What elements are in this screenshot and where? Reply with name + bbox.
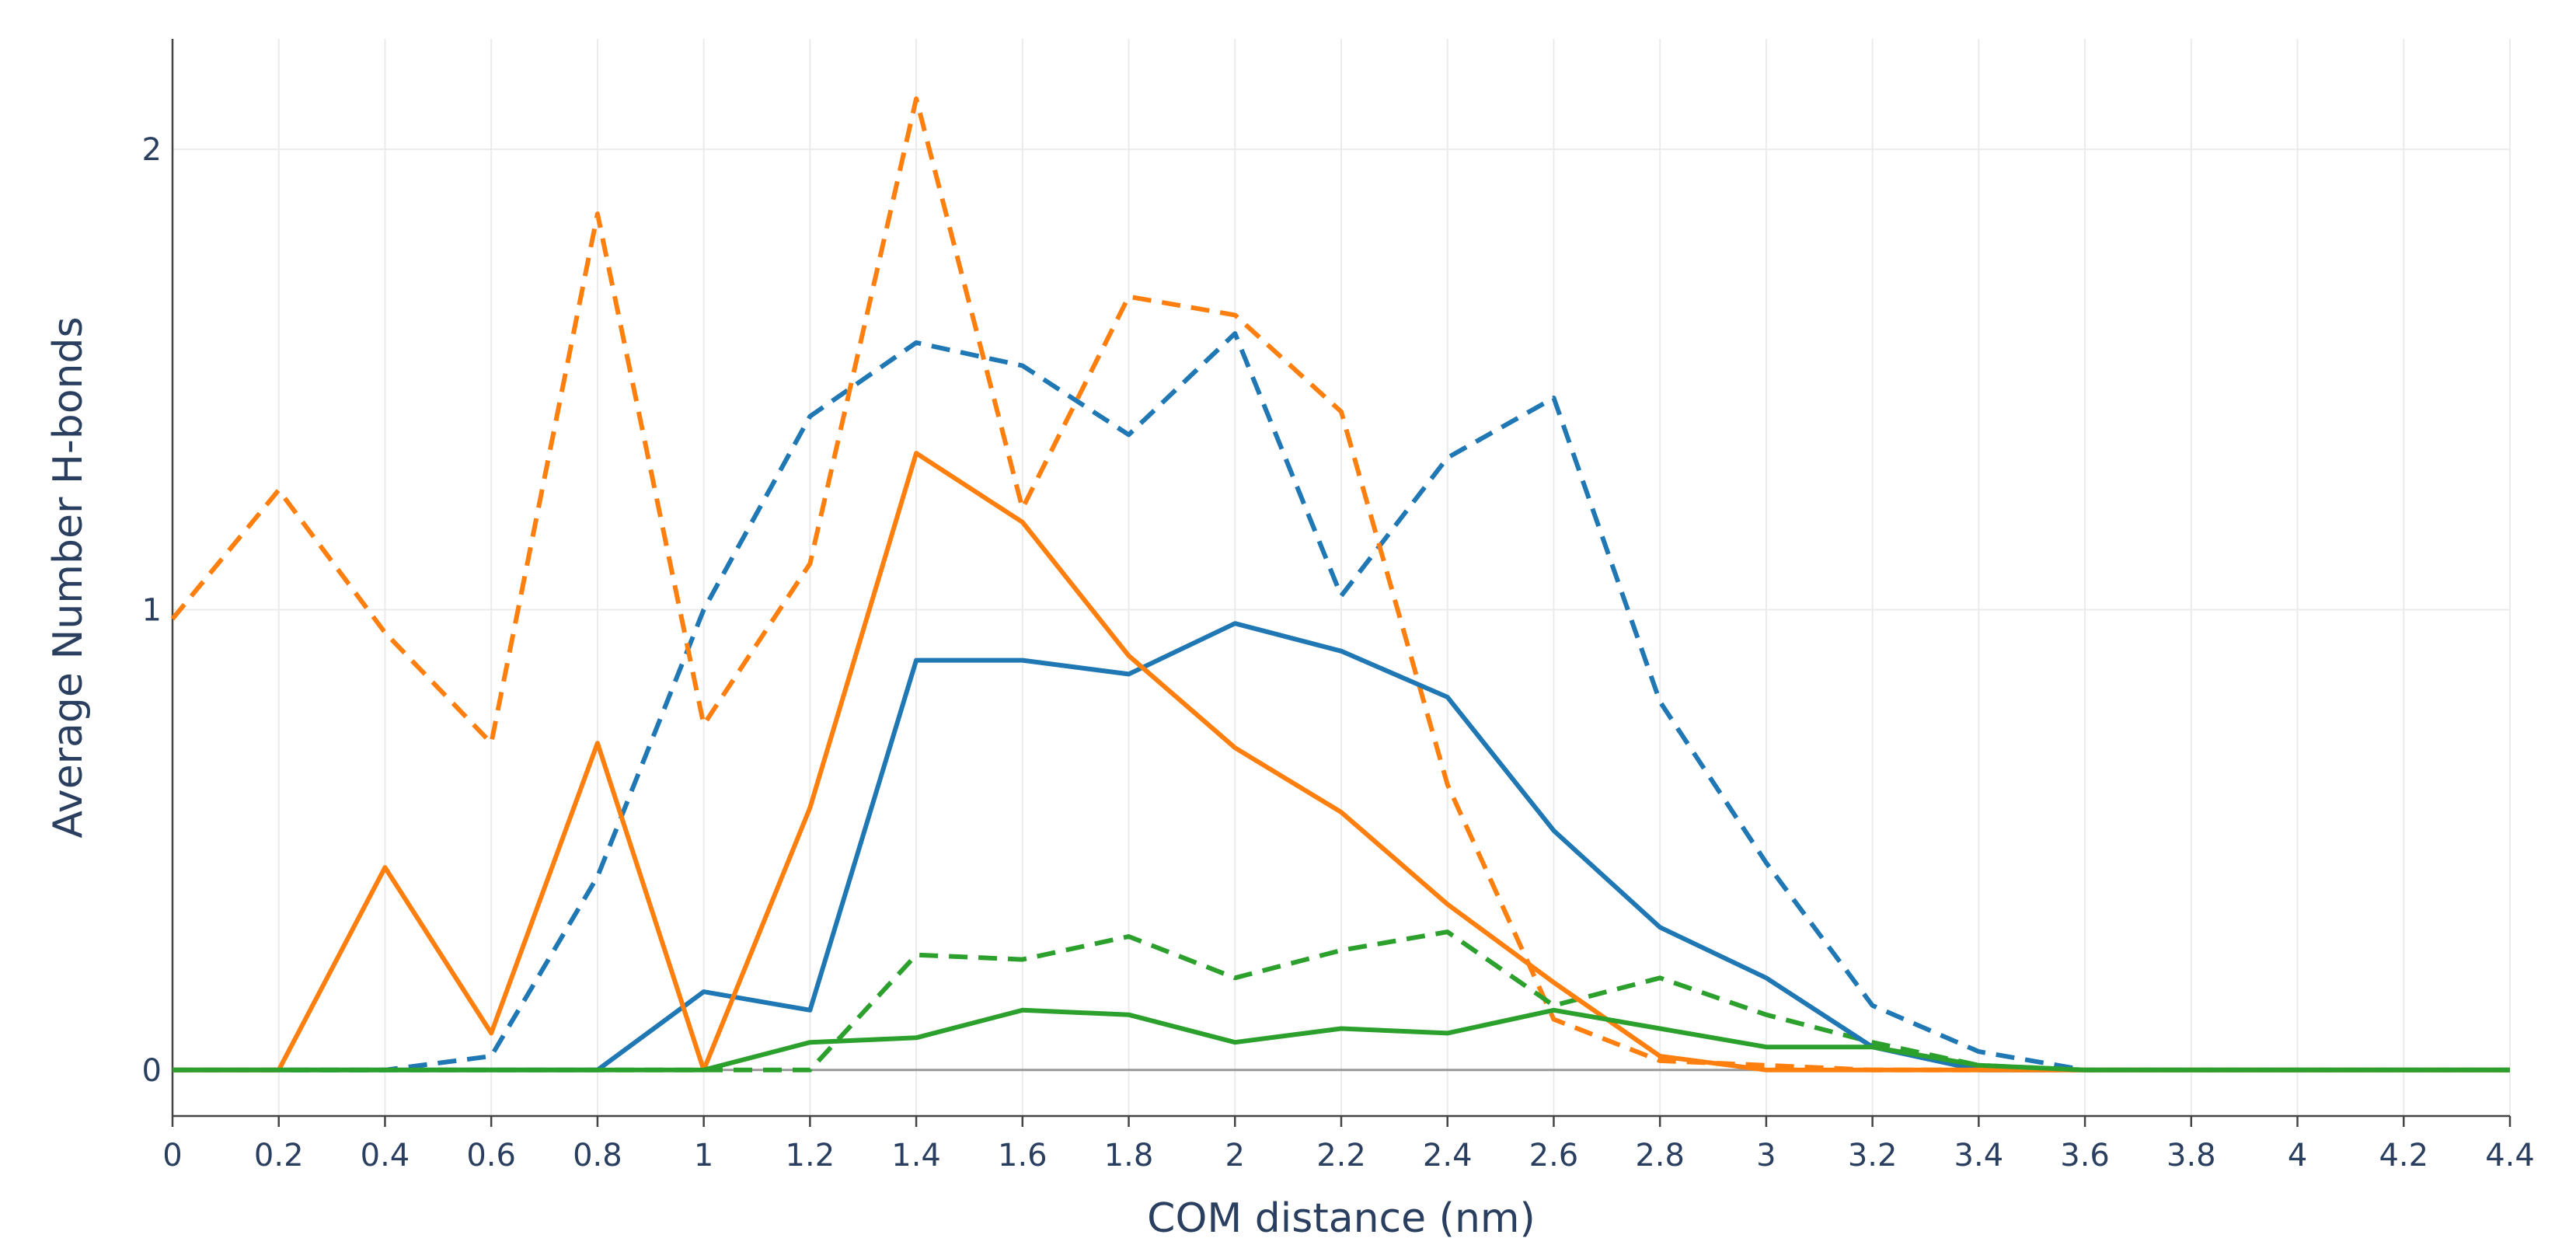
series-line-green-solid [173, 1007, 2510, 1072]
x-tick-label: 0.2 [254, 1138, 304, 1174]
x-tick-label: 4.4 [2485, 1138, 2535, 1174]
x-tick-label: 2.2 [1316, 1138, 1366, 1174]
series-lines [170, 96, 2510, 1072]
x-tick-label: 1 [694, 1138, 713, 1174]
x-tick-label: 0.4 [361, 1138, 410, 1174]
x-axis-ticks: 0 0.2 0.4 0.6 0.8 1 1.2 1.4 1.6 1.8 2 2.2 2.4 2.6 2.8 3… [162, 1116, 2535, 1174]
x-tick-label: 3.2 [1848, 1138, 1898, 1174]
x-tick-label: 4.2 [2379, 1138, 2428, 1174]
series-line-orange-dashed [170, 96, 2510, 1072]
x-tick-label: 2 [1225, 1138, 1245, 1174]
y-tick-label: 2 [142, 132, 162, 168]
y-tick-label: 1 [142, 592, 162, 628]
x-tick-label: 2.4 [1423, 1138, 1473, 1174]
x-tick-label: 1.2 [786, 1138, 835, 1174]
y-axis-ticks: 0 1 2 [142, 132, 162, 1089]
x-tick-label: 3.4 [1954, 1138, 2004, 1174]
x-tick-label: 2.6 [1529, 1138, 1579, 1174]
x-tick-label: 0 [162, 1138, 182, 1174]
x-tick-label: 1.8 [1104, 1138, 1154, 1174]
x-tick-label: 2.8 [1635, 1138, 1685, 1174]
x-tick-label: 3.8 [2166, 1138, 2216, 1174]
x-tick-label: 0.6 [466, 1138, 516, 1174]
x-axis-title: COM distance (nm) [1147, 1195, 1535, 1242]
x-tick-label: 0.8 [573, 1138, 622, 1174]
x-tick-label: 1.4 [891, 1138, 941, 1174]
x-tick-label: 3 [1756, 1138, 1776, 1174]
x-tick-label: 1.6 [998, 1138, 1047, 1174]
x-tick-label: 3.6 [2060, 1138, 2110, 1174]
y-axis-title: Average Number H-bonds [45, 316, 92, 838]
y-tick-label: 0 [142, 1053, 162, 1089]
x-tick-label: 4 [2288, 1138, 2307, 1174]
